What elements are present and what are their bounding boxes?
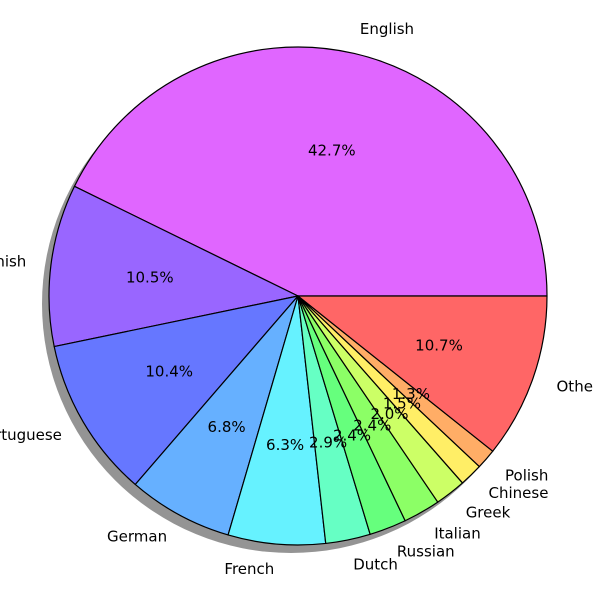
pie-percent-label-german: 6.8% <box>208 418 246 436</box>
pie-percent-label-english: 42.7% <box>308 142 356 160</box>
pie-category-label-portuguese: Portuguese <box>0 426 62 444</box>
pie-category-label-chinese: Chinese <box>489 484 549 502</box>
pie-category-label-german: German <box>107 528 167 546</box>
pie-percent-label-portuguese: 10.4% <box>145 363 193 381</box>
pie-percent-label-polish: 1.3% <box>392 385 430 403</box>
pie-category-label-spanish: Spanish <box>0 253 26 271</box>
pie-category-label-other: Other <box>557 377 593 395</box>
pie-category-label-french: French <box>224 560 274 578</box>
pie-category-label-russian: Russian <box>397 542 455 560</box>
pie-percent-label-french: 6.3% <box>266 436 304 454</box>
pie-category-label-polish: Polish <box>505 466 548 484</box>
pie-category-label-italian: Italian <box>434 525 481 543</box>
pie-category-label-english: English <box>360 20 414 38</box>
pie-percent-label-other: 10.7% <box>415 336 463 354</box>
pie-category-label-greek: Greek <box>466 504 511 522</box>
pie-category-label-dutch: Dutch <box>353 555 398 573</box>
pie-percent-label-spanish: 10.5% <box>126 268 174 286</box>
pie-wedges <box>49 47 547 545</box>
